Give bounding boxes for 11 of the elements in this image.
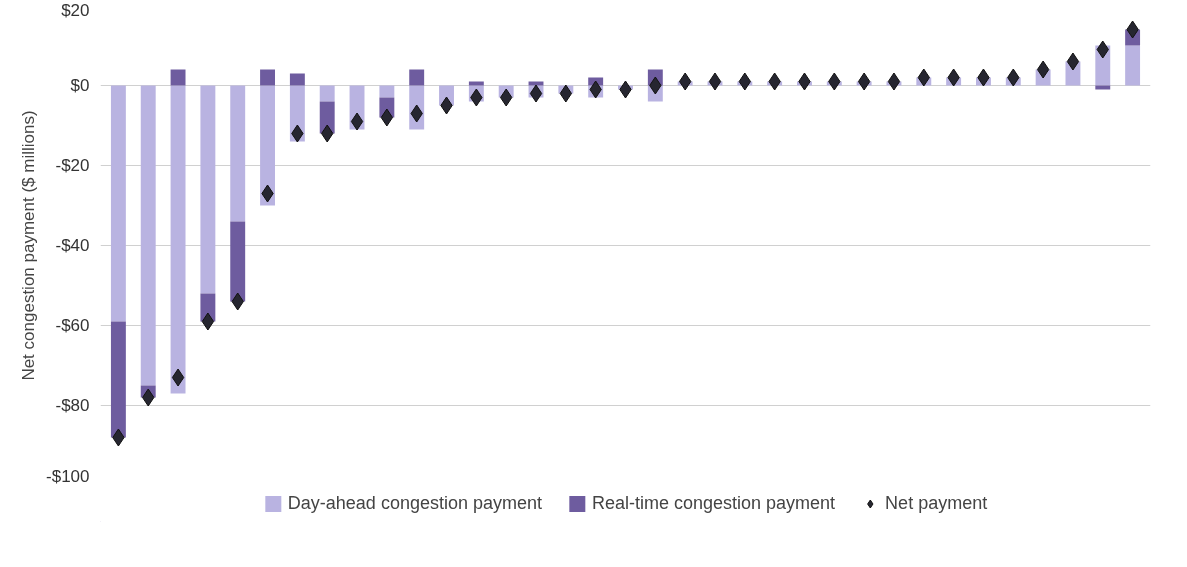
y-tick-label: -$40	[55, 236, 90, 255]
y-tick-label: -$20	[55, 156, 90, 175]
y-tick-label: $0	[70, 76, 90, 95]
legend-label: Real-time congestion payment	[591, 492, 836, 514]
y-tick-label: $20	[61, 0, 90, 20]
y-tick-label: -$80	[55, 396, 90, 415]
y-tick-label: -$100	[46, 466, 90, 486]
y-tick-label: -$60	[55, 316, 90, 335]
legend-label: Net payment	[885, 492, 988, 514]
y-axis-title: Net congestion payment ($ millions)	[19, 110, 39, 381]
legend-label: Day-ahead congestion payment	[287, 492, 542, 514]
